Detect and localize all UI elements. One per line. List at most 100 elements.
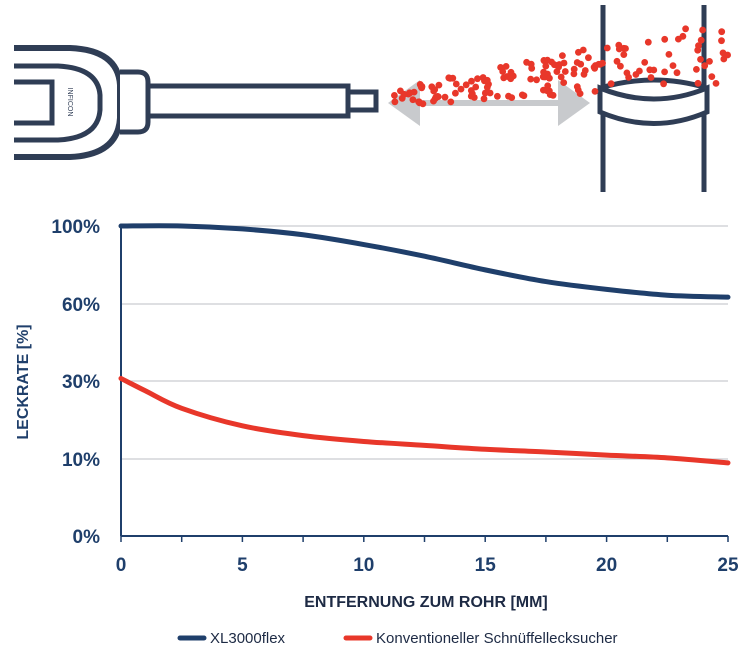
leak-dot [555, 63, 562, 71]
leak-dot [441, 93, 449, 101]
leak-dot [391, 98, 399, 106]
legend-label-xl3000flex: XL3000flex [210, 630, 286, 647]
leak-dot [615, 45, 623, 53]
leak-dot [591, 88, 599, 95]
x-tick-label: 25 [717, 555, 739, 576]
leak-dot [418, 83, 426, 90]
leak-dot [720, 55, 728, 63]
leak-dot [540, 68, 547, 76]
leak-dot [518, 91, 526, 99]
leak-dot [706, 58, 713, 65]
x-tick-label: 5 [237, 555, 248, 576]
leak-dot [560, 79, 568, 86]
leak-dot [499, 68, 507, 75]
leak-dot [641, 59, 649, 66]
leak-dot [661, 35, 669, 43]
leak-dot [613, 57, 621, 65]
probe-logo: INFICON [66, 88, 73, 117]
leak-dot [647, 74, 655, 81]
y-tick-label: 30% [62, 372, 100, 393]
leak-dot [559, 52, 566, 59]
leak-dot [557, 73, 565, 81]
leak-dot [540, 57, 548, 65]
leak-dot [462, 81, 470, 89]
leak-dot [431, 86, 439, 93]
x-axis-title: ENTFERNUNG ZUM ROHR [MM] [304, 594, 548, 611]
leak-dot [406, 89, 413, 97]
leak-dot [644, 38, 652, 46]
y-axis-title: LECKRATE [%] [15, 324, 32, 439]
leak-dot [452, 80, 460, 88]
leak-dot [718, 28, 726, 36]
leak-dot [548, 58, 555, 66]
leak-dot [472, 83, 480, 91]
y-tick-label: 0% [73, 527, 101, 548]
leak-dot [483, 76, 491, 84]
probe-tip-icon [345, 89, 379, 113]
helium-leak-dots [391, 25, 731, 108]
leak-dot [708, 73, 716, 80]
leak-dot [445, 74, 453, 82]
y-tick-label: 10% [62, 450, 100, 471]
leak-dot [533, 76, 540, 84]
leak-dot [695, 42, 702, 50]
x-tick-label: 10 [353, 555, 374, 576]
probe-button-icon [14, 79, 55, 126]
leak-dot [435, 81, 443, 89]
leak-dot [415, 98, 422, 106]
leak-dot [474, 75, 481, 83]
chart-grid [121, 225, 728, 460]
probe-shaft-icon [145, 83, 351, 119]
leak-dot [483, 83, 491, 91]
leak-dot [665, 51, 673, 58]
leak-dot [457, 85, 465, 93]
leak-dot [697, 56, 704, 63]
leak-dot [607, 80, 615, 88]
sniffer-illustration: INFICON [14, 5, 731, 192]
leak-dot [480, 95, 488, 103]
leak-dot [543, 87, 551, 95]
y-tick-label: 100% [51, 217, 100, 238]
leak-dot [527, 75, 535, 83]
leak-dot [712, 80, 720, 87]
leak-dot [625, 73, 632, 81]
leak-dot [481, 89, 489, 97]
x-tick-label: 20 [596, 555, 617, 576]
leak-dot [570, 70, 578, 78]
leak-dot [452, 89, 459, 97]
pipe-icon [597, 5, 710, 192]
leak-dot [661, 68, 668, 76]
leak-dot [620, 51, 628, 58]
leak-dot [409, 96, 417, 104]
leak-dot [603, 44, 611, 52]
leak-dot [701, 62, 709, 70]
leak-dot [697, 36, 705, 44]
leak-dot [468, 77, 475, 85]
leak-dot [508, 94, 516, 101]
legend-label-konventionell: Konventioneller Schnüffellecksucher [376, 630, 618, 647]
leak-dot [682, 25, 689, 33]
leak-dot [718, 37, 725, 45]
leak-dot [447, 98, 455, 106]
leak-dot [699, 26, 706, 34]
series-line-konventionell [118, 375, 731, 466]
series-line-xl3000flex [118, 223, 731, 300]
leak-dot [494, 92, 501, 100]
leak-dot [542, 62, 550, 70]
chart-series [118, 223, 731, 466]
leak-dot [502, 63, 510, 70]
leak-dot [599, 59, 606, 67]
y-tick-label: 60% [62, 295, 100, 316]
leak-dot [486, 89, 494, 97]
leak-dot [580, 70, 588, 78]
leak-dot [434, 93, 441, 100]
leak-dot [503, 73, 511, 80]
leak-dot [673, 69, 681, 77]
leak-dot [694, 79, 702, 87]
x-tick-label: 0 [116, 555, 127, 576]
probe-grip-icon [14, 63, 103, 143]
leak-dot [549, 91, 557, 99]
leak-dot [622, 45, 629, 52]
leak-dot [544, 82, 552, 90]
